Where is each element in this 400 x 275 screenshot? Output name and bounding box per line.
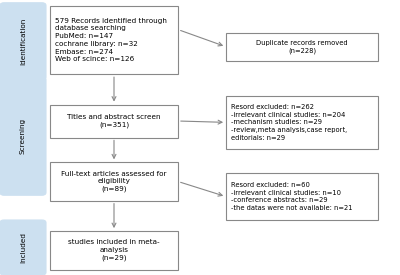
Text: Titles and abstract screen
(n=351): Titles and abstract screen (n=351) [67, 114, 161, 128]
Text: Identification: Identification [20, 18, 26, 65]
Text: Full-text articles assessed for
eligibility
(n=89): Full-text articles assessed for eligibil… [61, 170, 167, 192]
FancyBboxPatch shape [0, 3, 46, 80]
FancyBboxPatch shape [50, 231, 178, 270]
FancyBboxPatch shape [226, 96, 378, 148]
Text: Resord excluded: n=60
-irrelevant clinical studies: n=10
-conference abstracts: : Resord excluded: n=60 -irrelevant clinic… [231, 182, 352, 211]
FancyBboxPatch shape [0, 77, 46, 195]
Text: studies included in meta-
analysis
(n=29): studies included in meta- analysis (n=29… [68, 239, 160, 261]
Text: 579 Records identified through
database searching
PubMed: n=147
cochrane library: 579 Records identified through database … [55, 18, 167, 62]
FancyBboxPatch shape [226, 173, 378, 220]
FancyBboxPatch shape [0, 220, 46, 275]
FancyBboxPatch shape [226, 33, 378, 60]
Text: Screening: Screening [20, 118, 26, 154]
FancyBboxPatch shape [50, 104, 178, 138]
FancyBboxPatch shape [50, 162, 178, 201]
Text: Included: Included [20, 232, 26, 263]
Text: Resord excluded: n=262
-irrelevant clinical studies: n=204
-mechanism studies: n: Resord excluded: n=262 -irrelevant clini… [231, 104, 347, 141]
FancyBboxPatch shape [50, 6, 178, 74]
Text: Duplicate records removed
(n=228): Duplicate records removed (n=228) [256, 40, 348, 54]
